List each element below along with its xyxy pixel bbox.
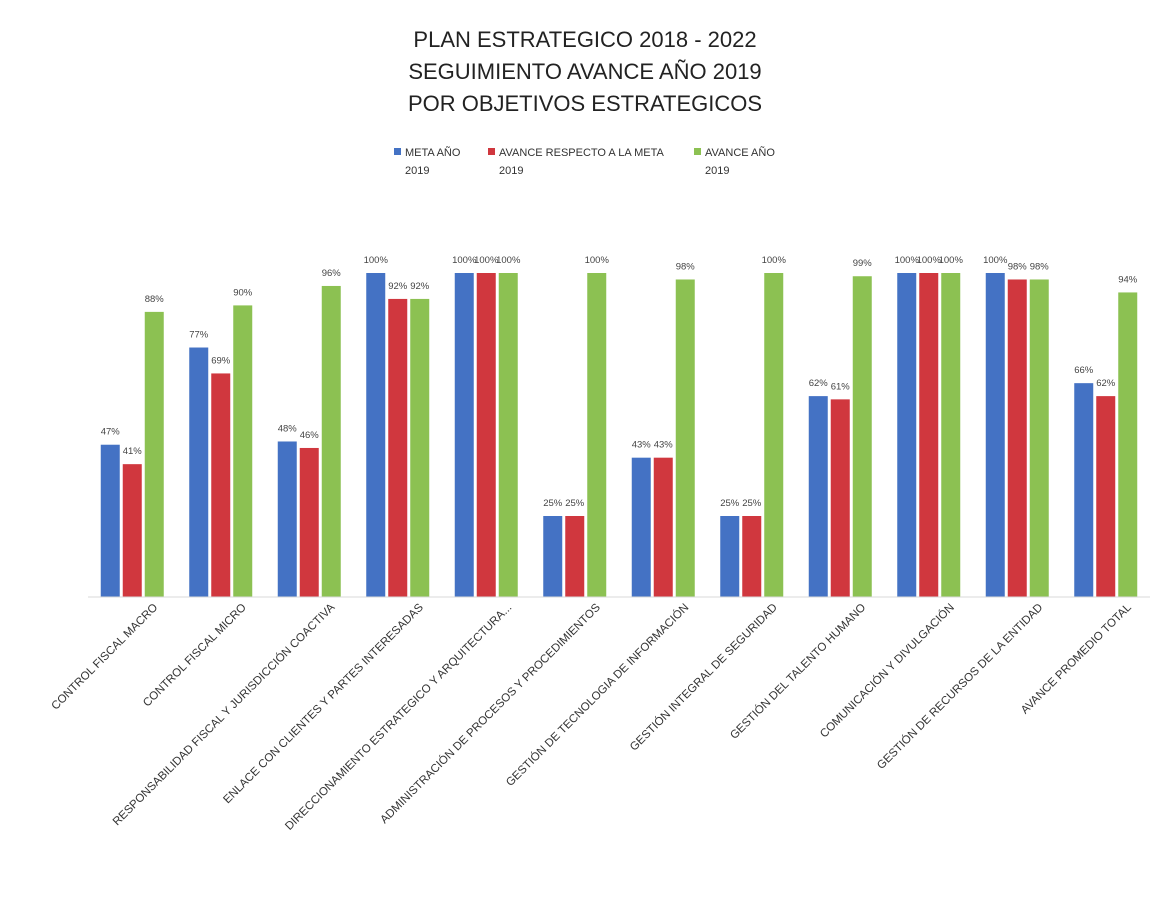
legend-swatch-meta <box>394 148 401 155</box>
data-label-2-1: 41% <box>123 446 143 457</box>
data-label-1-11: 100% <box>983 255 1008 266</box>
chart-title-line-3: POR OBJETIVOS ESTRATEGICOS <box>408 91 762 116</box>
bar-3-3[interactable] <box>321 285 341 597</box>
data-label-2-11: 98% <box>1008 261 1028 272</box>
bar-2-2[interactable] <box>211 373 231 597</box>
bar-1-9[interactable] <box>808 396 828 597</box>
bar-1-5[interactable] <box>454 273 474 597</box>
data-label-2-12: 62% <box>1096 378 1116 389</box>
bar-3-4[interactable] <box>410 298 430 597</box>
bar-2-4[interactable] <box>388 298 408 597</box>
bar-1-4[interactable] <box>366 273 386 597</box>
data-label-3-5: 100% <box>496 255 521 266</box>
data-label-2-4: 92% <box>388 281 408 292</box>
bar-1-1[interactable] <box>100 444 120 597</box>
data-label-2-10: 100% <box>917 255 942 266</box>
bar-1-8[interactable] <box>720 516 740 597</box>
bar-3-1[interactable] <box>144 311 164 597</box>
bar-3-9[interactable] <box>852 276 872 597</box>
legend-label-avance-ano-line-1: AVANCE AÑO <box>705 146 775 159</box>
data-label-2-8: 25% <box>742 498 762 509</box>
chart-title-line-1: PLAN ESTRATEGICO 2018 - 2022 <box>413 27 756 52</box>
data-label-1-10: 100% <box>895 255 920 266</box>
bar-2-3[interactable] <box>299 447 319 597</box>
data-label-1-6: 25% <box>543 498 563 509</box>
bar-1-7[interactable] <box>631 457 651 597</box>
data-label-3-7: 98% <box>676 261 696 272</box>
legend-item-avance-ano[interactable]: AVANCE AÑO 2019 <box>694 146 775 177</box>
data-label-3-3: 96% <box>322 268 342 279</box>
legend-label-meta-line-1: META AÑO <box>405 146 461 159</box>
bar-3-5[interactable] <box>498 273 518 597</box>
data-label-1-2: 77% <box>189 330 209 341</box>
legend-label-meta-line-2: 2019 <box>405 165 429 177</box>
data-label-2-7: 43% <box>654 440 674 451</box>
data-label-3-8: 100% <box>762 255 787 266</box>
bar-2-8[interactable] <box>742 516 762 597</box>
chart-title: PLAN ESTRATEGICO 2018 - 2022 SEGUIMIENTO… <box>408 27 762 116</box>
data-labels-group: 47%41% 88% 77% 69% 90% 48%46% 96% 100% 92% 92% 100… <box>101 255 1138 509</box>
bar-2-6[interactable] <box>565 516 585 597</box>
bar-1-3[interactable] <box>277 441 297 597</box>
bar-3-11[interactable] <box>1029 279 1049 597</box>
bar-3-2[interactable] <box>233 305 253 597</box>
bar-3-12[interactable] <box>1118 292 1138 597</box>
data-label-3-1: 88% <box>145 294 165 305</box>
data-label-3-10: 100% <box>939 255 964 266</box>
bar-3-7[interactable] <box>675 279 695 597</box>
legend-swatch-avance-ano <box>694 148 701 155</box>
legend-item-avance-meta[interactable]: AVANCE RESPECTO A LA META 2019 <box>488 147 665 177</box>
data-label-2-9: 61% <box>831 381 851 392</box>
data-label-1-3: 48% <box>278 423 298 434</box>
bar-3-10[interactable] <box>941 273 961 597</box>
data-label-3-11: 98% <box>1030 261 1050 272</box>
data-label-2-5: 100% <box>474 255 499 266</box>
bar-1-12[interactable] <box>1074 383 1094 597</box>
bar-3-6[interactable] <box>587 273 607 597</box>
bars-group <box>100 273 1138 597</box>
data-label-3-6: 100% <box>585 255 610 266</box>
data-label-1-9: 62% <box>809 378 829 389</box>
data-label-3-12: 94% <box>1118 274 1138 285</box>
legend-swatch-avance-meta <box>488 148 495 155</box>
legend-item-meta[interactable]: META AÑO 2019 <box>394 146 461 177</box>
data-label-1-4: 100% <box>364 255 389 266</box>
bar-2-11[interactable] <box>1007 279 1027 597</box>
bar-1-6[interactable] <box>543 516 563 597</box>
legend-label-avance-meta-line-1: AVANCE RESPECTO A LA META <box>499 147 665 159</box>
data-label-3-9: 99% <box>853 258 873 269</box>
data-label-1-5: 100% <box>452 255 477 266</box>
bar-2-10[interactable] <box>919 273 939 597</box>
data-label-1-1: 47% <box>101 427 121 438</box>
legend: META AÑO 2019 AVANCE RESPECTO A LA META … <box>394 146 775 177</box>
data-label-3-4: 92% <box>410 281 430 292</box>
data-label-1-12: 66% <box>1074 365 1094 376</box>
legend-label-avance-meta-line-2: 2019 <box>499 165 523 177</box>
bar-2-1[interactable] <box>122 464 142 597</box>
data-label-2-3: 46% <box>300 430 320 441</box>
data-label-2-2: 69% <box>211 355 231 366</box>
bar-2-5[interactable] <box>476 273 496 597</box>
data-label-3-2: 90% <box>233 287 253 298</box>
chart-title-line-2: SEGUIMIENTO AVANCE AÑO 2019 <box>408 59 761 84</box>
bar-1-2[interactable] <box>189 347 209 597</box>
data-label-1-7: 43% <box>632 440 652 451</box>
bar-1-10[interactable] <box>897 273 917 597</box>
data-label-1-8: 25% <box>720 498 740 509</box>
bar-2-12[interactable] <box>1096 396 1116 597</box>
bar-3-8[interactable] <box>764 273 784 597</box>
data-label-2-6: 25% <box>565 498 585 509</box>
legend-label-avance-ano-line-2: 2019 <box>705 165 729 177</box>
bar-2-7[interactable] <box>653 457 673 597</box>
bar-2-9[interactable] <box>830 399 850 597</box>
bar-1-11[interactable] <box>985 273 1005 597</box>
